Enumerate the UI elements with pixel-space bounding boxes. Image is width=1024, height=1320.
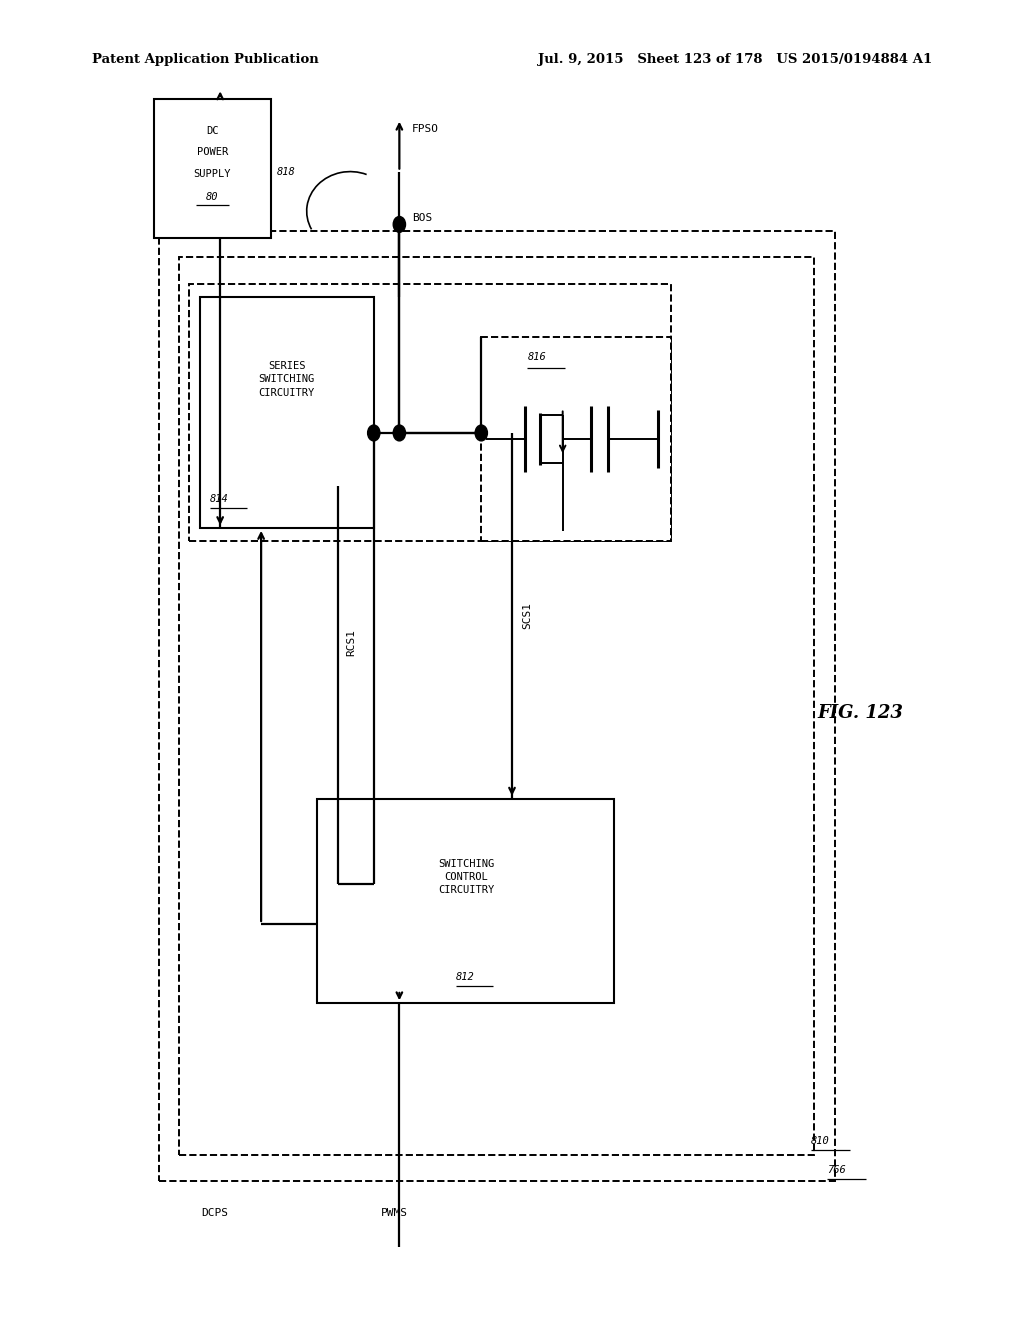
Text: Jul. 9, 2015   Sheet 123 of 178   US 2015/0194884 A1: Jul. 9, 2015 Sheet 123 of 178 US 2015/01… [538, 53, 932, 66]
Text: FIG. 123: FIG. 123 [817, 704, 903, 722]
Text: RCS1: RCS1 [346, 628, 356, 656]
Bar [154, 99, 271, 238]
Text: Patent Application Publication: Patent Application Publication [92, 53, 318, 66]
Text: 812: 812 [456, 972, 474, 982]
Text: PWMS: PWMS [381, 1208, 408, 1218]
Text: 766: 766 [827, 1164, 846, 1175]
Text: SWITCHING
CONTROL
CIRCUITRY: SWITCHING CONTROL CIRCUITRY [438, 859, 494, 895]
Text: SCS1: SCS1 [522, 602, 532, 630]
Text: 810: 810 [811, 1135, 829, 1146]
Text: BOS: BOS [412, 213, 432, 223]
Text: 814: 814 [210, 494, 228, 504]
Bar [317, 799, 614, 1003]
Text: POWER: POWER [197, 148, 228, 157]
Circle shape [393, 425, 406, 441]
Text: 818: 818 [276, 166, 295, 177]
Bar [189, 284, 671, 541]
Text: SERIES
SWITCHING
CIRCUITRY: SERIES SWITCHING CIRCUITRY [259, 362, 314, 397]
Bar [481, 337, 671, 541]
Text: DCPS: DCPS [202, 1208, 228, 1218]
Text: FPSO: FPSO [412, 124, 438, 135]
Circle shape [393, 216, 406, 232]
Text: SUPPLY: SUPPLY [194, 169, 231, 178]
Text: DC: DC [206, 127, 219, 136]
Text: 80: 80 [206, 193, 219, 202]
Circle shape [475, 425, 487, 441]
Bar [200, 297, 374, 528]
Bar [179, 257, 814, 1155]
Bar [159, 231, 835, 1181]
Text: 816: 816 [527, 352, 546, 363]
Circle shape [368, 425, 380, 441]
